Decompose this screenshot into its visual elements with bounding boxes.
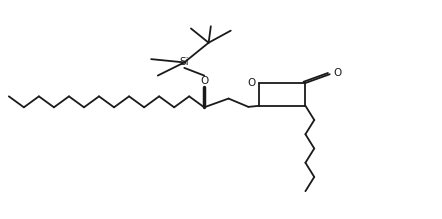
Text: O: O [248,78,255,88]
Text: O: O [200,76,208,86]
Text: Si: Si [179,57,189,67]
Text: O: O [334,68,342,78]
